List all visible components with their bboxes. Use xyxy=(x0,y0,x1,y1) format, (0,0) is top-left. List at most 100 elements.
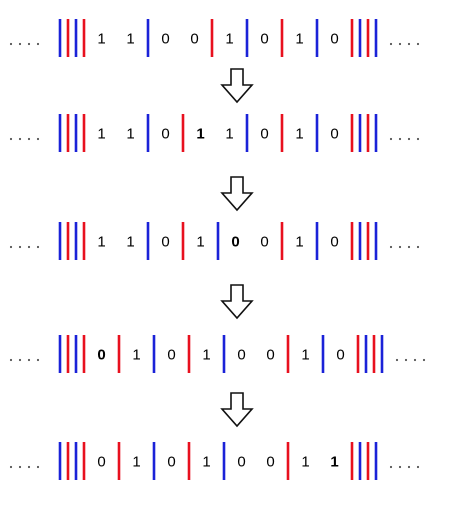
dot-icon xyxy=(416,465,420,469)
tape-symbol: 0 xyxy=(330,234,338,251)
tape-symbol: 0 xyxy=(260,31,268,48)
tape-row: 1 1 0 1 0 0 1 0 xyxy=(9,222,420,260)
dot-icon xyxy=(36,358,40,362)
dot-icon xyxy=(18,245,22,249)
ellipsis-dots xyxy=(389,42,420,46)
hollow-down-arrow-icon xyxy=(220,392,254,428)
tape-row: 0 1 0 1 0 0 1 0 xyxy=(9,335,426,373)
dot-icon xyxy=(398,137,402,141)
hollow-down-arrow-icon xyxy=(220,284,254,320)
dot-icon xyxy=(36,245,40,249)
tape-symbol: 1 xyxy=(202,454,210,471)
ellipsis-dots xyxy=(389,245,420,249)
tape-symbol: 0 xyxy=(260,126,268,143)
dot-icon xyxy=(9,245,13,249)
tape-symbol: 0 xyxy=(237,454,245,471)
tape-symbol: 0 xyxy=(266,454,274,471)
tape-symbol: 0 xyxy=(161,234,169,251)
dot-icon xyxy=(18,42,22,46)
ellipsis-dots xyxy=(9,42,40,46)
tape-symbol: 0 xyxy=(167,347,175,364)
tape-symbol: 1 xyxy=(126,234,134,251)
dot-icon xyxy=(27,358,31,362)
tape-row: 0 1 0 1 0 0 1 1 xyxy=(9,442,420,480)
dot-icon xyxy=(404,358,408,362)
head-symbol: 1 xyxy=(196,126,204,143)
dot-icon xyxy=(389,245,393,249)
dot-icon xyxy=(27,137,31,141)
dot-icon xyxy=(9,358,13,362)
tape-symbol: 1 xyxy=(225,126,233,143)
dot-icon xyxy=(36,137,40,141)
tape-symbol: 1 xyxy=(202,347,210,364)
dot-icon xyxy=(398,42,402,46)
dot-icon xyxy=(422,358,426,362)
ellipsis-dots xyxy=(389,137,420,141)
tape-symbol: 1 xyxy=(97,234,105,251)
tape-symbol: 0 xyxy=(97,454,105,471)
ellipsis-dots xyxy=(395,358,426,362)
tape-symbol: 0 xyxy=(167,454,175,471)
tape-symbol: 1 xyxy=(132,454,140,471)
dot-icon xyxy=(398,245,402,249)
ellipsis-dots xyxy=(9,358,40,362)
tape-symbol: 0 xyxy=(336,347,344,364)
dot-icon xyxy=(18,465,22,469)
tape-symbol: 0 xyxy=(161,126,169,143)
dot-icon xyxy=(416,137,420,141)
tape-symbol: 1 xyxy=(132,347,140,364)
dot-icon xyxy=(407,245,411,249)
dot-icon xyxy=(407,137,411,141)
dot-icon xyxy=(36,465,40,469)
tape-symbol: 0 xyxy=(266,347,274,364)
head-symbol: 1 xyxy=(330,454,338,471)
tape-symbol: 1 xyxy=(97,31,105,48)
tape-symbol: 1 xyxy=(301,454,309,471)
dot-icon xyxy=(9,42,13,46)
tape-symbol: 1 xyxy=(126,31,134,48)
dot-icon xyxy=(389,465,393,469)
tape-symbol: 1 xyxy=(97,126,105,143)
dot-icon xyxy=(398,465,402,469)
tape-symbol: 1 xyxy=(126,126,134,143)
dot-icon xyxy=(389,137,393,141)
dot-icon xyxy=(27,465,31,469)
tape-symbol: 0 xyxy=(330,31,338,48)
dot-icon xyxy=(9,465,13,469)
hollow-down-arrow-icon xyxy=(220,68,254,104)
dot-icon xyxy=(416,42,420,46)
dot-icon xyxy=(395,358,399,362)
tape-row: 1 1 0 0 1 0 1 0 xyxy=(9,19,420,57)
dot-icon xyxy=(18,137,22,141)
dot-icon xyxy=(27,245,31,249)
tape-symbol: 1 xyxy=(295,126,303,143)
tape-symbol: 1 xyxy=(225,31,233,48)
dot-icon xyxy=(413,358,417,362)
tape-symbol: 1 xyxy=(196,234,204,251)
tape-row: 1 1 0 1 1 0 1 0 xyxy=(9,114,420,152)
dot-icon xyxy=(389,42,393,46)
tape-symbol: 0 xyxy=(330,126,338,143)
tape-symbol: 1 xyxy=(295,31,303,48)
dot-icon xyxy=(18,358,22,362)
dot-icon xyxy=(9,137,13,141)
tape-symbol: 1 xyxy=(301,347,309,364)
head-symbol: 0 xyxy=(231,234,239,251)
ellipsis-dots xyxy=(9,137,40,141)
ellipsis-dots xyxy=(9,245,40,249)
tape-symbol: 0 xyxy=(260,234,268,251)
tape-symbol: 1 xyxy=(295,234,303,251)
dot-icon xyxy=(407,465,411,469)
dot-icon xyxy=(416,245,420,249)
dot-icon xyxy=(27,42,31,46)
tape-symbol: 0 xyxy=(237,347,245,364)
tape-symbol: 0 xyxy=(161,31,169,48)
tape-symbol: 0 xyxy=(190,31,198,48)
dot-icon xyxy=(407,42,411,46)
ellipsis-dots xyxy=(389,465,420,469)
head-symbol: 0 xyxy=(97,347,105,364)
dot-icon xyxy=(36,42,40,46)
ellipsis-dots xyxy=(9,465,40,469)
hollow-down-arrow-icon xyxy=(220,176,254,212)
